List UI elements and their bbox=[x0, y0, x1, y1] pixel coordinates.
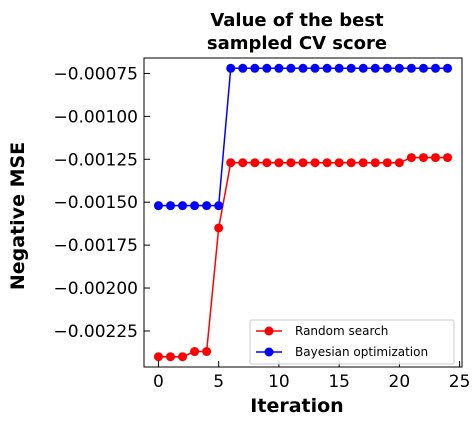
data-point-random-search bbox=[238, 158, 248, 168]
x-tick-label: 10 bbox=[268, 372, 290, 392]
x-tick-label: 20 bbox=[389, 372, 411, 392]
data-point-bayesian-optimization bbox=[250, 63, 260, 73]
data-point-bayesian-optimization bbox=[443, 63, 453, 73]
data-point-random-search bbox=[226, 158, 236, 168]
data-point-bayesian-optimization bbox=[394, 63, 404, 73]
data-point-bayesian-optimization bbox=[262, 63, 272, 73]
legend-label-random-search: Random search bbox=[295, 324, 388, 338]
data-point-bayesian-optimization bbox=[334, 63, 344, 73]
legend-marker-random-search bbox=[264, 326, 274, 336]
y-tick-label: −0.00100 bbox=[53, 107, 138, 127]
data-point-random-search bbox=[358, 158, 368, 168]
data-point-random-search bbox=[262, 158, 272, 168]
data-point-random-search bbox=[418, 153, 428, 163]
data-point-bayesian-optimization bbox=[298, 63, 308, 73]
data-point-bayesian-optimization bbox=[286, 63, 296, 73]
data-point-bayesian-optimization bbox=[274, 63, 284, 73]
y-tick-label: −0.00150 bbox=[53, 193, 138, 213]
y-tick-label: −0.00175 bbox=[53, 236, 138, 256]
data-point-bayesian-optimization bbox=[358, 63, 368, 73]
data-point-bayesian-optimization bbox=[238, 63, 248, 73]
x-axis-label: Iteration bbox=[250, 395, 343, 417]
data-point-random-search bbox=[443, 153, 453, 163]
data-point-random-search bbox=[250, 158, 260, 168]
data-point-random-search bbox=[202, 347, 212, 357]
data-point-bayesian-optimization bbox=[202, 201, 212, 211]
data-point-bayesian-optimization bbox=[431, 63, 440, 73]
data-point-bayesian-optimization bbox=[370, 63, 380, 73]
data-point-random-search bbox=[406, 153, 416, 163]
data-point-bayesian-optimization bbox=[190, 201, 200, 211]
plot-frame bbox=[143, 57, 463, 368]
data-point-random-search bbox=[382, 158, 392, 168]
data-point-bayesian-optimization bbox=[153, 201, 163, 211]
legend-box bbox=[249, 319, 455, 365]
data-point-bayesian-optimization bbox=[382, 63, 392, 73]
data-point-bayesian-optimization bbox=[406, 63, 416, 73]
data-point-random-search bbox=[274, 158, 284, 168]
y-tick-label: −0.00225 bbox=[53, 322, 138, 342]
x-tick-label: 25 bbox=[449, 372, 471, 392]
data-point-random-search bbox=[166, 352, 175, 362]
data-point-bayesian-optimization bbox=[166, 201, 175, 211]
chart-title-line-1: Value of the best bbox=[210, 10, 384, 31]
data-point-bayesian-optimization bbox=[322, 63, 332, 73]
legend: Random search Bayesian optimization bbox=[249, 319, 455, 365]
legend-label-bayesian-optimization: Bayesian optimization bbox=[295, 345, 428, 359]
data-point-random-search bbox=[153, 352, 163, 362]
series-line-bayesian-optimization bbox=[158, 67, 448, 207]
x-tick-label: 5 bbox=[213, 372, 224, 392]
data-point-random-search bbox=[298, 158, 308, 168]
data-point-bayesian-optimization bbox=[310, 63, 320, 73]
data-point-random-search bbox=[190, 347, 200, 357]
axis-ticks: 0 5 10 15 20 25 −0.00075 −0.00100 −0.00125 −0.001… bbox=[53, 64, 470, 392]
data-point-random-search bbox=[214, 223, 224, 233]
data-point-bayesian-optimization bbox=[346, 63, 356, 73]
data-point-random-search bbox=[178, 352, 188, 362]
data-point-random-search bbox=[286, 158, 296, 168]
data-point-random-search bbox=[322, 158, 332, 168]
data-point-random-search bbox=[394, 158, 404, 168]
legend-marker-bayesian-optimization bbox=[264, 347, 274, 357]
y-tick-label: −0.00200 bbox=[53, 279, 138, 299]
data-point-random-search bbox=[334, 158, 344, 168]
y-tick-label: −0.00125 bbox=[53, 150, 138, 170]
y-axis-label: Negative MSE bbox=[7, 142, 29, 290]
series-layer bbox=[153, 63, 453, 362]
data-point-random-search bbox=[370, 158, 380, 168]
data-point-random-search bbox=[431, 153, 440, 163]
x-tick-label: 0 bbox=[153, 372, 164, 392]
chart-title-line-2: sampled CV score bbox=[207, 33, 387, 54]
data-point-bayesian-optimization bbox=[226, 63, 236, 73]
data-point-bayesian-optimization bbox=[214, 201, 224, 211]
data-point-random-search bbox=[346, 158, 356, 168]
x-tick-label: 15 bbox=[328, 372, 350, 392]
y-tick-label: −0.00075 bbox=[53, 64, 138, 84]
data-point-bayesian-optimization bbox=[418, 63, 428, 73]
data-point-bayesian-optimization bbox=[178, 201, 188, 211]
data-point-random-search bbox=[310, 158, 320, 168]
